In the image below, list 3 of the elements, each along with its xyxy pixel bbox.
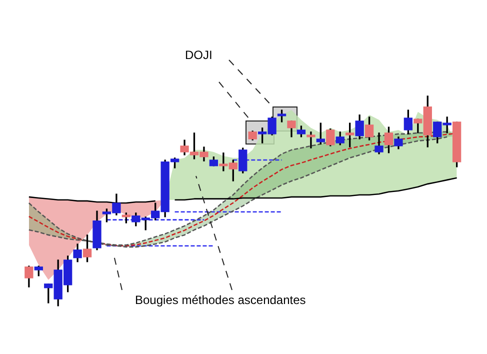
candlestick bbox=[306, 132, 316, 148]
annotation: Bougies méthodes ascendantes bbox=[135, 293, 306, 307]
text: DOJI bbox=[185, 48, 212, 62]
